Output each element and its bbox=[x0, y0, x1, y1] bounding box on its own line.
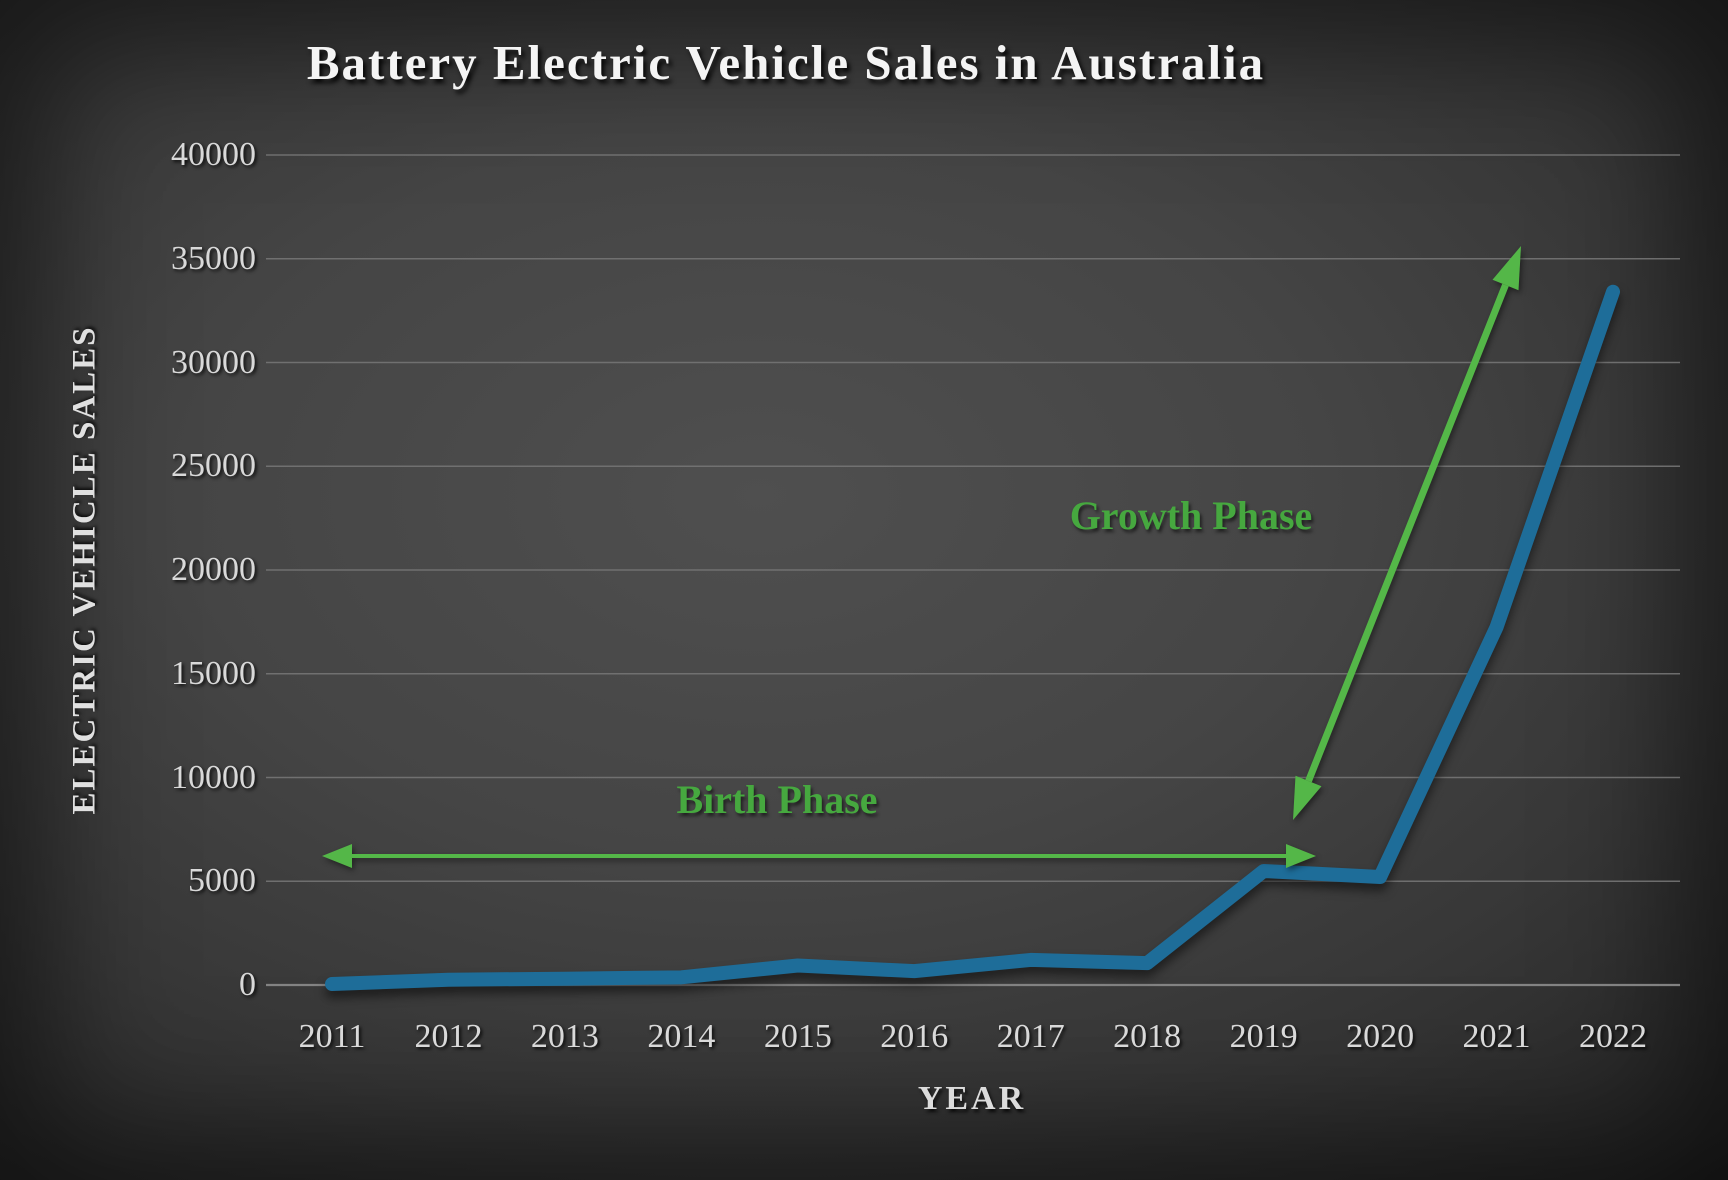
growth-phase-label: Growth Phase bbox=[1069, 493, 1313, 538]
chart-title: Battery Electric Vehicle Sales in Austra… bbox=[306, 35, 1266, 90]
growth-phase-arrow bbox=[1293, 246, 1521, 820]
x-tick-label: 2018 bbox=[1113, 1018, 1182, 1055]
x-tick-label: 2011 bbox=[298, 1018, 366, 1055]
x-tick-label: 2014 bbox=[647, 1018, 716, 1055]
y-tick-label: 15000 bbox=[171, 654, 256, 692]
x-tick-label: 2017 bbox=[996, 1018, 1065, 1055]
y-tick-label: 10000 bbox=[171, 758, 256, 796]
x-tick-label: 2019 bbox=[1229, 1018, 1298, 1055]
y-tick-label: 0 bbox=[239, 966, 256, 1003]
y-tick-label: 40000 bbox=[171, 136, 256, 173]
y-tick-label: 30000 bbox=[171, 343, 256, 381]
x-tick-label: 2022 bbox=[1578, 1018, 1647, 1055]
y-tick-label: 20000 bbox=[171, 551, 256, 588]
x-tick-label: 2021 bbox=[1462, 1018, 1531, 1055]
x-tick-label: 2013 bbox=[530, 1018, 599, 1055]
x-tick-label: 2016 bbox=[880, 1018, 949, 1055]
y-tick-label: 35000 bbox=[171, 239, 256, 277]
birth-phase-arrow bbox=[322, 844, 1316, 868]
x-axis-title: YEAR bbox=[917, 1080, 1027, 1117]
sales-line-series bbox=[325, 284, 1620, 991]
x-tick-label: 2012 bbox=[414, 1018, 483, 1055]
y-tick-label: 25000 bbox=[171, 447, 256, 485]
x-tick-label: 2015 bbox=[763, 1018, 832, 1055]
x-tick-label: 2020 bbox=[1346, 1018, 1415, 1055]
y-tick-label: 5000 bbox=[188, 862, 256, 900]
birth-phase-label: Birth Phase bbox=[676, 777, 878, 822]
